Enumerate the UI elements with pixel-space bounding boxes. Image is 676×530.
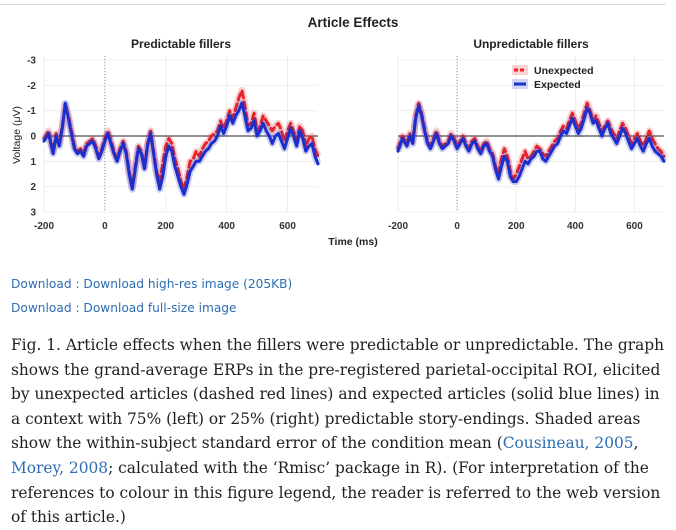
download-highres-link[interactable]: Download : Download high-res image (205K… [11, 277, 293, 291]
ref-cousineau-link[interactable]: Cousineau, 2005 [502, 434, 634, 453]
ref-morey-link[interactable]: Morey, 2008 [11, 458, 109, 477]
panel-title: Predictable fillers [131, 37, 231, 51]
x-tick-label: 600 [279, 221, 296, 232]
series-line-unexpected [396, 101, 666, 181]
x-tick-label: 0 [454, 221, 460, 232]
x-tick-label: 0 [102, 221, 108, 232]
legend-label-expected: Expected [534, 79, 581, 91]
y-axis-label: Voltage (μV) [11, 106, 23, 164]
x-tick-label: 200 [508, 221, 525, 232]
y-tick-label: -3 [27, 56, 36, 67]
x-tick-label: -200 [388, 221, 408, 232]
figure-caption: Fig. 1. Article effects when the fillers… [11, 333, 666, 530]
x-tick-label: 400 [218, 221, 235, 232]
caption-separator: , [633, 434, 639, 453]
figure-title: Article Effects [308, 15, 399, 30]
panel-title: Unpredictable fillers [473, 37, 589, 51]
y-tick-label: -1 [27, 106, 36, 117]
y-tick-label: 1 [30, 157, 36, 168]
y-tick-label: 3 [30, 208, 36, 219]
panel-predictable-fillers: Predictable fillers -200 0 200 400 600 -3 -2 -1 0… [27, 37, 322, 232]
download-links: Download : Download high-res image (205K… [11, 272, 292, 320]
download-fullsize-link[interactable]: Download : Download full-size image [11, 301, 237, 315]
x-tick-label: 600 [626, 221, 643, 232]
x-tick-label: 400 [567, 221, 584, 232]
top-divider [0, 4, 666, 5]
legend-label-unexpected: Unexpected [534, 65, 594, 77]
x-tick-label: 200 [157, 221, 174, 232]
x-axis-label: Time (ms) [328, 236, 377, 248]
caption-text-end: ; calculated with the ‘Rmisc’ package in… [11, 458, 661, 527]
y-tick-label: 2 [30, 182, 36, 193]
series-line-expected [396, 104, 666, 184]
x-tick-label: -200 [34, 221, 54, 232]
panel-unpredictable-fillers: Unpredictable fillers -200 0 200 400 600 Unexp… [388, 37, 668, 232]
figure-article-effects: Article Effects Voltage (μV) Time (ms) P… [11, 15, 668, 248]
caption-text: Fig. 1. Article effects when the fillers… [11, 336, 665, 453]
series-line-expected [42, 101, 320, 196]
series-line-unexpected [42, 88, 320, 191]
y-tick-label: -2 [27, 81, 36, 92]
y-tick-label: 0 [30, 132, 36, 143]
